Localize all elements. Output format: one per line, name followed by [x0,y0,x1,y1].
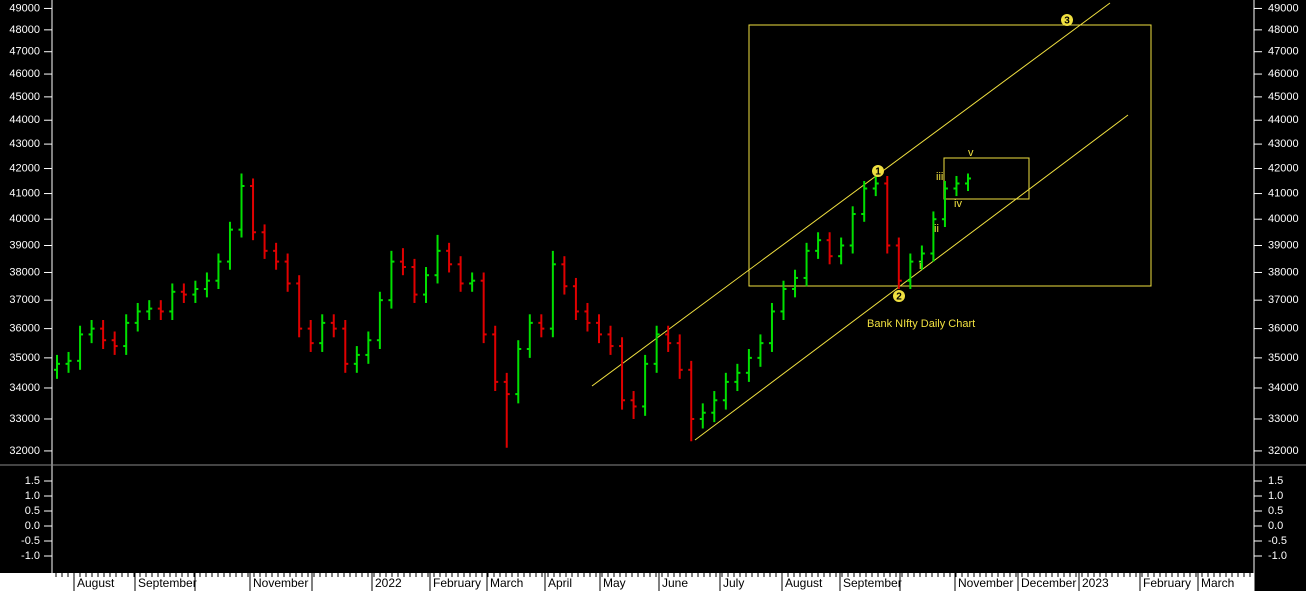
x-axis-strip [0,573,1254,591]
y-tick-label: 43000 [9,138,40,150]
y-tick-label: 44000 [9,114,40,126]
channel-lower [694,114,1129,441]
y-tick-label: 42000 [9,162,40,174]
y-tick-label-right: -0.5 [1268,535,1287,547]
y-tick-label: 1.0 [25,490,40,502]
x-tick-label: November [253,576,308,590]
y-tick-label: 46000 [9,68,40,80]
y-tick-label-right: 38000 [1268,266,1299,278]
x-tick-label: 2022 [375,576,402,590]
y-tick-label: 49000 [9,2,40,14]
annotation: iv [954,198,962,210]
annotation: i [919,260,921,272]
wave-box [943,157,1030,200]
y-tick-label-right: 49000 [1268,2,1299,14]
wave-marker-label: 3 [1064,16,1070,27]
y-tick-label: 35000 [9,352,40,364]
y-tick-label-right: 41000 [1268,187,1299,199]
y-tick-label-right: 0.5 [1268,505,1283,517]
y-tick-label-right: 46000 [1268,68,1299,80]
wave-marker [893,290,905,302]
y-tick-label: 37000 [9,294,40,306]
y-tick-label: 32000 [9,445,40,457]
y-tick-label: 47000 [9,46,40,58]
x-tick-label: July [723,576,744,590]
y-tick-label-right: 34000 [1268,382,1299,394]
target-box [748,24,1152,287]
y-tick-label: 34000 [9,382,40,394]
y-tick-label-right: -1.0 [1268,550,1287,562]
y-tick-label-right: 32000 [1268,445,1299,457]
y-tick-label-right: 37000 [1268,294,1299,306]
y-tick-label: -1.0 [21,550,40,562]
y-tick-label-right: 44000 [1268,114,1299,126]
x-tick-label: May [603,576,626,590]
y-tick-label-right: 36000 [1268,323,1299,335]
y-tick-label-right: 39000 [1268,239,1299,251]
y-tick-label-right: 35000 [1268,352,1299,364]
x-tick-label: February [433,576,481,590]
x-tick-label: August [77,576,115,590]
y-tick-label: 38000 [9,266,40,278]
x-tick-label: February [1143,576,1191,590]
x-tick-label: September [138,576,197,590]
x-tick-label: June [662,576,688,590]
y-tick-label-right: 48000 [1268,24,1299,36]
x-tick-label: 2023 [1082,576,1109,590]
y-tick-label: 33000 [9,413,40,425]
y-tick-label-right: 42000 [1268,162,1299,174]
y-tick-label-right: 33000 [1268,413,1299,425]
y-tick-label-right: 47000 [1268,46,1299,58]
x-tick-label: November [958,576,1013,590]
drawings [591,2,1152,441]
wave-marker [872,165,884,177]
y-tick-label-right: 40000 [1268,213,1299,225]
annotation: ii [934,223,939,235]
x-tick-label: March [490,576,523,590]
x-tick-label: December [1021,576,1076,590]
y-tick-label: 0.5 [25,505,40,517]
y-tick-label: 36000 [9,323,40,335]
y-tick-label: 40000 [9,213,40,225]
x-tick-label: September [843,576,902,590]
annotation: iii [936,171,943,183]
annotation: v [968,147,974,159]
y-tick-label: 39000 [9,239,40,251]
y-tick-label-right: 45000 [1268,91,1299,103]
wave-marker-label: 2 [896,292,902,303]
x-tick-label: March [1201,576,1234,590]
y-tick-label: -0.5 [21,535,40,547]
y-tick-label: 0.0 [25,520,40,532]
y-tick-label: 48000 [9,24,40,36]
x-tick-label: August [785,576,823,590]
y-tick-label: 1.5 [25,475,40,487]
y-tick-label-right: 43000 [1268,138,1299,150]
y-tick-label-right: 1.0 [1268,490,1283,502]
y-tick-label: 45000 [9,91,40,103]
wave-marker-label: 1 [875,167,881,178]
wave-marker [1061,14,1073,26]
y-tick-label: 41000 [9,187,40,199]
channel-upper [591,2,1111,387]
y-tick-label-right: 0.0 [1268,520,1283,532]
annotation: Bank NIfty Daily Chart [867,318,975,330]
y-tick-label-right: 1.5 [1268,475,1283,487]
x-tick-label: April [548,576,572,590]
